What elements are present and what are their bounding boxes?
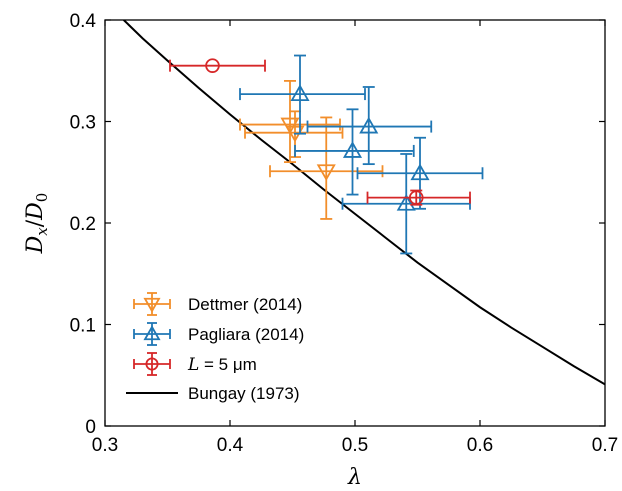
y-tick-label: 0.3 bbox=[70, 113, 96, 134]
legend-label-l5um: L = 5 μm bbox=[187, 355, 257, 375]
y-label-sub-x: x bbox=[33, 227, 51, 236]
legend-marker bbox=[143, 325, 161, 341]
legend-marker bbox=[145, 357, 159, 371]
data-point bbox=[269, 116, 384, 220]
ticks-layer: 0.3 0.4 0.5 0.6 0.7 0 0.1 0.2 0.3 0.4 bbox=[70, 11, 619, 456]
data-point bbox=[341, 153, 471, 255]
y-label-d: D bbox=[23, 235, 48, 254]
y-tick-label: 0.4 bbox=[70, 11, 97, 32]
data-point bbox=[294, 108, 415, 196]
legend-label-pagliara: Pagliara (2014) bbox=[188, 325, 304, 344]
plot-frame bbox=[104, 19, 606, 427]
x-tick-label: 0.4 bbox=[217, 435, 244, 456]
y-tick-label: 0.1 bbox=[70, 316, 96, 337]
curve-bungay bbox=[123, 20, 605, 386]
marker bbox=[410, 163, 430, 181]
data-point bbox=[239, 80, 341, 164]
legend-l-suffix: = 5 μm bbox=[199, 355, 257, 374]
data-point bbox=[306, 86, 433, 166]
legend-label-bungay: Bungay (1973) bbox=[188, 384, 300, 403]
x-tick-label: 0.7 bbox=[592, 435, 618, 456]
curve-layer bbox=[123, 20, 605, 386]
marker bbox=[280, 117, 300, 135]
y-label-sub-0: 0 bbox=[33, 193, 51, 203]
data-point bbox=[366, 189, 471, 206]
marker bbox=[316, 164, 336, 182]
data-point bbox=[356, 136, 484, 210]
x-tick-label: 0.3 bbox=[92, 435, 118, 456]
marker bbox=[342, 141, 363, 158]
legend-label-dettmer: Dettmer (2014) bbox=[188, 295, 302, 314]
y-tick-label: 0.2 bbox=[70, 214, 96, 235]
x-axis-label: λ bbox=[347, 465, 362, 490]
marker bbox=[359, 116, 379, 134]
marker bbox=[205, 58, 220, 73]
data-point bbox=[169, 58, 266, 73]
marker bbox=[408, 190, 424, 205]
legend-l-italic: L bbox=[187, 355, 199, 375]
marker bbox=[396, 193, 416, 211]
marks-layer bbox=[169, 54, 484, 255]
legend-swatch bbox=[133, 352, 171, 376]
y-axis-label: Dx/D0 bbox=[23, 193, 51, 255]
x-tick-label: 0.5 bbox=[342, 435, 368, 456]
x-tick-label: 0.6 bbox=[467, 435, 493, 456]
legend-swatch bbox=[133, 292, 171, 316]
marker bbox=[290, 84, 310, 101]
y-tick-label: 0 bbox=[85, 417, 96, 438]
y-label-d0: D bbox=[23, 202, 48, 221]
legend-marker bbox=[143, 297, 161, 313]
y-label-slash: / bbox=[23, 219, 48, 227]
legend: Dettmer (2014) Pagliara (2014) L = 5 μm … bbox=[126, 292, 304, 403]
data-point bbox=[239, 54, 366, 135]
legend-swatch bbox=[133, 322, 171, 346]
